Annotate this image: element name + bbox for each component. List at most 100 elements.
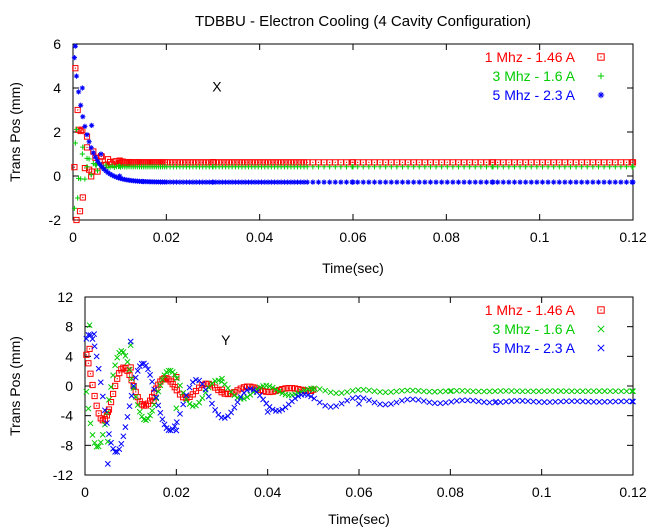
- data-point: [132, 374, 139, 381]
- data-point: [186, 401, 193, 407]
- data-point: [199, 382, 206, 389]
- data-point: [89, 336, 96, 342]
- data-point: [483, 179, 490, 185]
- data-point: [216, 179, 222, 185]
- data-point: [439, 179, 445, 185]
- data-point: [618, 398, 625, 405]
- data-point: [327, 164, 333, 170]
- data-point: [483, 164, 490, 170]
- data-point: [426, 388, 433, 395]
- data-point: [472, 164, 478, 170]
- x-tick-label: 0.04: [254, 484, 281, 500]
- data-point: [597, 91, 605, 99]
- data-point: [115, 175, 122, 181]
- data-point: [366, 387, 373, 394]
- y-tick-label: -4: [61, 408, 74, 424]
- data-point: [71, 164, 78, 171]
- data-point: [416, 164, 422, 170]
- data-point: [84, 132, 90, 138]
- data-point: [171, 371, 178, 378]
- data-point: [84, 164, 90, 170]
- data-point: [108, 439, 114, 446]
- data-point: [147, 371, 154, 378]
- data-point: [118, 175, 124, 182]
- data-point: [437, 400, 444, 407]
- data-point: [89, 432, 96, 438]
- data-point: [486, 399, 493, 406]
- data-point: [91, 343, 98, 350]
- data-point: [77, 127, 84, 135]
- data-point: [304, 164, 310, 170]
- data-point: [84, 155, 90, 161]
- data-point: [371, 388, 378, 395]
- data-point: [464, 397, 471, 404]
- data-point: [292, 395, 299, 402]
- data-point: [173, 374, 180, 381]
- data-point: [202, 386, 209, 393]
- data-point: [200, 179, 206, 185]
- data-point: [169, 426, 176, 433]
- x-tick-label: 0.06: [339, 229, 366, 245]
- data-point: [174, 179, 180, 185]
- data-point: [114, 354, 121, 361]
- data-point: [291, 385, 299, 392]
- data-point: [88, 172, 94, 178]
- data-point: [269, 406, 276, 413]
- data-point: [288, 179, 294, 185]
- data-point: [161, 421, 168, 428]
- data-point: [161, 372, 168, 379]
- data-point: [80, 144, 86, 150]
- data-point: [140, 178, 146, 185]
- data-point: [394, 179, 400, 185]
- data-point: [245, 179, 252, 185]
- data-point: [304, 392, 311, 399]
- data-point: [579, 388, 586, 395]
- data-point: [78, 102, 84, 108]
- data-point: [234, 399, 241, 406]
- data-point: [173, 375, 180, 382]
- data-point: [128, 392, 135, 399]
- data-point: [601, 388, 608, 395]
- y-tick-label: -2: [49, 212, 62, 228]
- data-point: [556, 164, 562, 170]
- data-point: [545, 164, 551, 170]
- x-tick-label: 0.04: [246, 229, 273, 245]
- data-point: [177, 382, 183, 389]
- x-tick-label: 0.08: [433, 229, 460, 245]
- data-point: [86, 322, 93, 329]
- data-point: [164, 179, 170, 185]
- data-point: [180, 179, 186, 185]
- data-point: [269, 384, 276, 391]
- legend-label: 5 Mhz - 2.3 A: [493, 87, 576, 103]
- series-3: [71, 43, 636, 185]
- data-point: [252, 179, 258, 185]
- data-point: [590, 179, 596, 185]
- data-point: [481, 388, 488, 395]
- data-point: [91, 331, 98, 338]
- data-point: [431, 388, 438, 395]
- data-point: [205, 393, 212, 400]
- data-point: [519, 397, 526, 404]
- data-point: [470, 397, 477, 404]
- data-point: [255, 179, 261, 185]
- x-tick-label: 0.08: [437, 484, 464, 500]
- figure-title: TDBBU - Electron Cooling (4 Cavity Confi…: [195, 13, 531, 30]
- x-tick-label: 0.1: [530, 229, 550, 245]
- data-point: [127, 338, 134, 345]
- data-point: [567, 164, 574, 170]
- data-point: [228, 390, 235, 397]
- data-point: [260, 387, 267, 395]
- data-point: [177, 179, 183, 185]
- data-point: [177, 410, 183, 417]
- y-tick-label: 8: [65, 319, 73, 335]
- data-point: [94, 168, 101, 174]
- data-point: [573, 164, 579, 170]
- data-point: [240, 395, 247, 402]
- data-point: [568, 388, 575, 395]
- data-point: [87, 420, 94, 427]
- data-point: [130, 383, 137, 389]
- data-point: [399, 164, 406, 170]
- data-point: [149, 407, 156, 414]
- data-point: [109, 172, 115, 178]
- data-point: [210, 179, 216, 185]
